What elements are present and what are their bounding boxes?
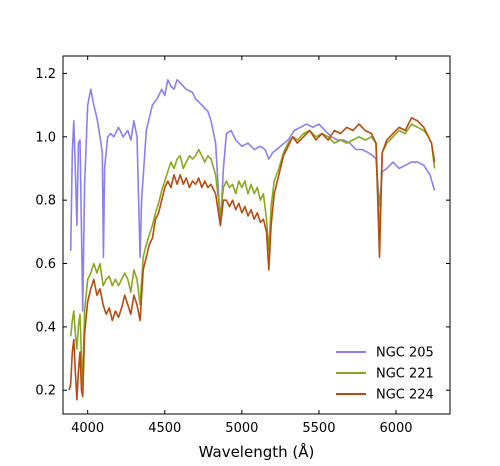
x-tick-label: 4500 bbox=[148, 421, 181, 436]
x-tick-label: 4000 bbox=[71, 421, 104, 436]
plot-frame bbox=[62, 55, 451, 415]
legend-label-ngc-205: NGC 205 bbox=[376, 346, 434, 361]
series-line-ngc-205 bbox=[69, 79, 436, 312]
series-line-ngc-224 bbox=[68, 117, 436, 401]
legend-label-ngc-221: NGC 221 bbox=[376, 367, 434, 382]
x-tick-label: 5500 bbox=[302, 421, 335, 436]
y-tick-label: 0.8 bbox=[35, 194, 56, 209]
x-axis-label: Wavelength (Å) bbox=[199, 442, 315, 461]
y-tick-label: 0.4 bbox=[35, 320, 56, 335]
y-tick-label: 1.2 bbox=[35, 67, 56, 82]
series-line-ngc-221 bbox=[69, 123, 436, 385]
y-tick-label: 0.2 bbox=[35, 384, 56, 399]
ticks-layer: 4000 4500 5000 5500 6000 0.2 0.4 0.6 0.8 1.0 1.2 bbox=[35, 56, 450, 436]
legend: NGC 205 NGC 221 NGC 224 bbox=[336, 346, 434, 403]
x-tick-label: 5000 bbox=[225, 421, 258, 436]
series-layer bbox=[68, 79, 436, 401]
x-tick-label: 6000 bbox=[379, 421, 412, 436]
legend-label-ngc-224: NGC 224 bbox=[376, 388, 434, 403]
y-tick-label: 0.6 bbox=[35, 257, 56, 272]
y-tick-label: 1.0 bbox=[35, 130, 56, 145]
